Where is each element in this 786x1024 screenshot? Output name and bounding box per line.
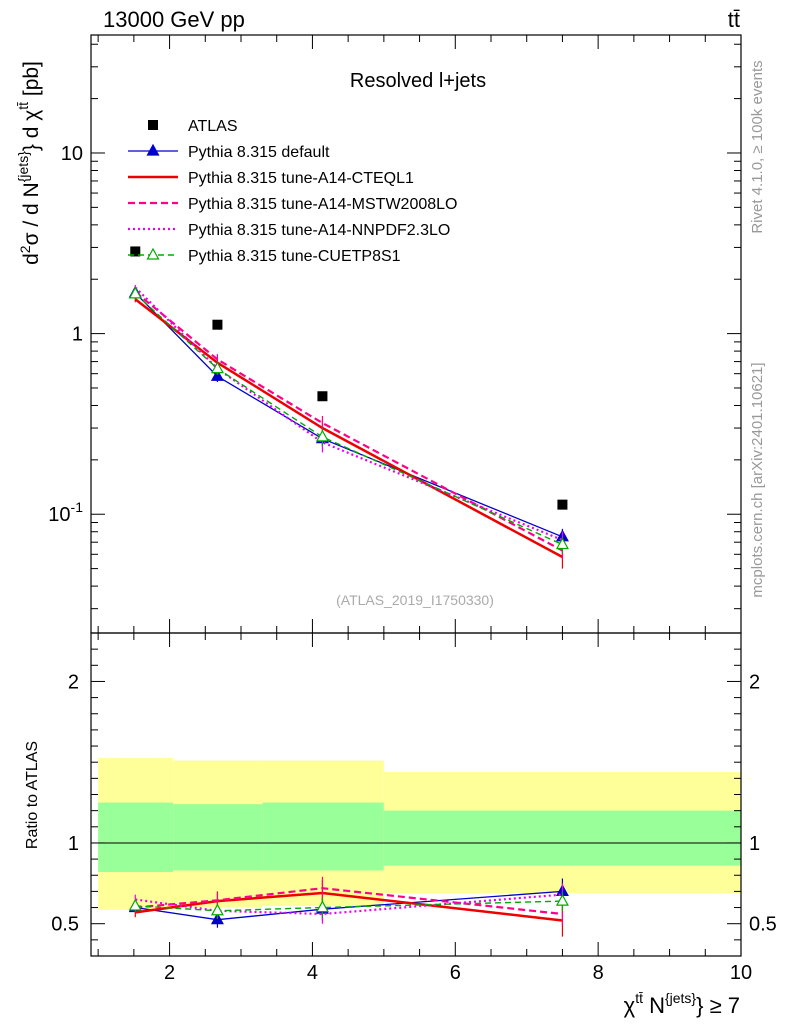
mcplots-label: mcplots.cern.ch [arXiv:2401.10621] [749, 362, 766, 597]
header-right: tt̄ [728, 7, 740, 32]
ratio-tick-label-right: 2 [749, 671, 760, 693]
legend-item-default: Pythia 8.315 default [128, 143, 330, 161]
data-point [212, 319, 223, 330]
ratio-tick-label-left: 1 [68, 833, 79, 855]
ratio-y-label: Ratio to ATLAS [24, 741, 41, 849]
ratio-line-nnpdf [135, 893, 563, 916]
x-tick-label: 4 [307, 962, 318, 984]
ratio-tick-label-right: 0.5 [749, 914, 777, 936]
legend-swatch-data [148, 120, 158, 130]
series-default [128, 285, 569, 546]
series-mstw [134, 289, 564, 560]
legend-label-cteql1: Pythia 8.315 tune-A14-CTEQL1 [188, 170, 414, 187]
point-default [210, 369, 224, 381]
legend-item-cuetp: Pythia 8.315 tune-CUETP8S1 [128, 247, 401, 265]
ratio-tick-label-left: 0.5 [51, 914, 79, 936]
series-line-cuetp [134, 293, 563, 546]
legend-label-mstw: Pythia 8.315 tune-A14-MSTW2008LO [188, 196, 457, 213]
data-point [130, 246, 141, 257]
rivet-label: Rivet 4.1.0, ≥ 100k events [749, 60, 766, 233]
series-line-nnpdf [134, 286, 563, 542]
x-tick-label: 8 [593, 962, 604, 984]
ratio-line-mstw [135, 887, 563, 916]
uncertainty-band-inner [98, 802, 174, 873]
point-cuetp [315, 429, 329, 442]
ratio-panel: 0.5 0.5 1 1 2 2 2 4 6 8 10 Ratio to ATLAS χtt̄ N{j… [24, 632, 777, 1018]
uncertainty-band-inner [383, 810, 741, 866]
series-data [130, 246, 568, 510]
ratio-series-cuetp [128, 891, 569, 919]
legend-label-data: ATLAS [188, 118, 238, 135]
series-cteql1 [134, 296, 564, 569]
data-point [317, 391, 328, 402]
series-nnpdf [134, 284, 564, 550]
watermark: (ATLAS_2019_I1750330) [336, 592, 494, 608]
data-point [557, 499, 568, 510]
point-cuetp [555, 537, 569, 550]
point-cuetp [128, 286, 142, 299]
legend-item-data: ATLAS [148, 118, 238, 135]
ratio-tick-label-left: 2 [68, 671, 79, 693]
legend-item-cteql1: Pythia 8.315 tune-A14-CTEQL1 [128, 170, 414, 187]
legend-marker-cuetp [146, 247, 160, 260]
legend-label-default: Pythia 8.315 default [188, 144, 330, 161]
x-tick-label: 6 [450, 962, 461, 984]
y-tick-label: 1 [72, 324, 83, 346]
ratio-line-cteql1 [135, 891, 563, 922]
point-cuetp [210, 361, 224, 374]
legend-item-mstw: Pythia 8.315 tune-A14-MSTW2008LO [128, 196, 457, 213]
series-line-cteql1 [134, 298, 563, 559]
legend-label-cuetp: Pythia 8.315 tune-CUETP8S1 [188, 248, 401, 265]
ratio-point-cuetp [128, 898, 142, 911]
ratio-tick-label-right: 1 [749, 833, 760, 855]
ratio-point-cuetp [210, 903, 224, 916]
uncertainty-band-inner [173, 804, 263, 871]
ratio-point-cuetp [315, 900, 329, 913]
main-panel: 10-1 1 10 Resolved l+jets (ATLAS_2019_I175… [15, 34, 742, 634]
y-tick-label: 10-1 [48, 499, 83, 526]
legend-label-nnpdf: Pythia 8.315 tune-A14-NNPDF2.3LO [188, 222, 450, 239]
uncertainty-band-inner [262, 802, 384, 871]
legend: ATLAS Pythia 8.315 default Pythia 8.315 tu… [128, 118, 457, 265]
legend-marker-default [146, 143, 160, 156]
header-left: 13000 GeV pp [103, 7, 245, 32]
x-tick-label: 10 [730, 962, 752, 984]
y-tick-label: 10 [61, 143, 83, 165]
ratio-point-cuetp [555, 893, 569, 906]
series-line-mstw [134, 291, 563, 552]
ratio-line-cuetp [135, 900, 563, 912]
chart-title: Resolved l+jets [350, 70, 486, 92]
x-axis-label: χtt̄ N{jets}} ≥ 7 [624, 990, 740, 1018]
legend-item-nnpdf: Pythia 8.315 tune-A14-NNPDF2.3LO [128, 222, 450, 239]
y-axis-label: d2σ / d N{jets}} d χtt̄ [pb] [15, 61, 43, 265]
series-cuetp [128, 286, 569, 554]
series-line-default [134, 292, 563, 538]
x-tick-label: 2 [164, 962, 175, 984]
